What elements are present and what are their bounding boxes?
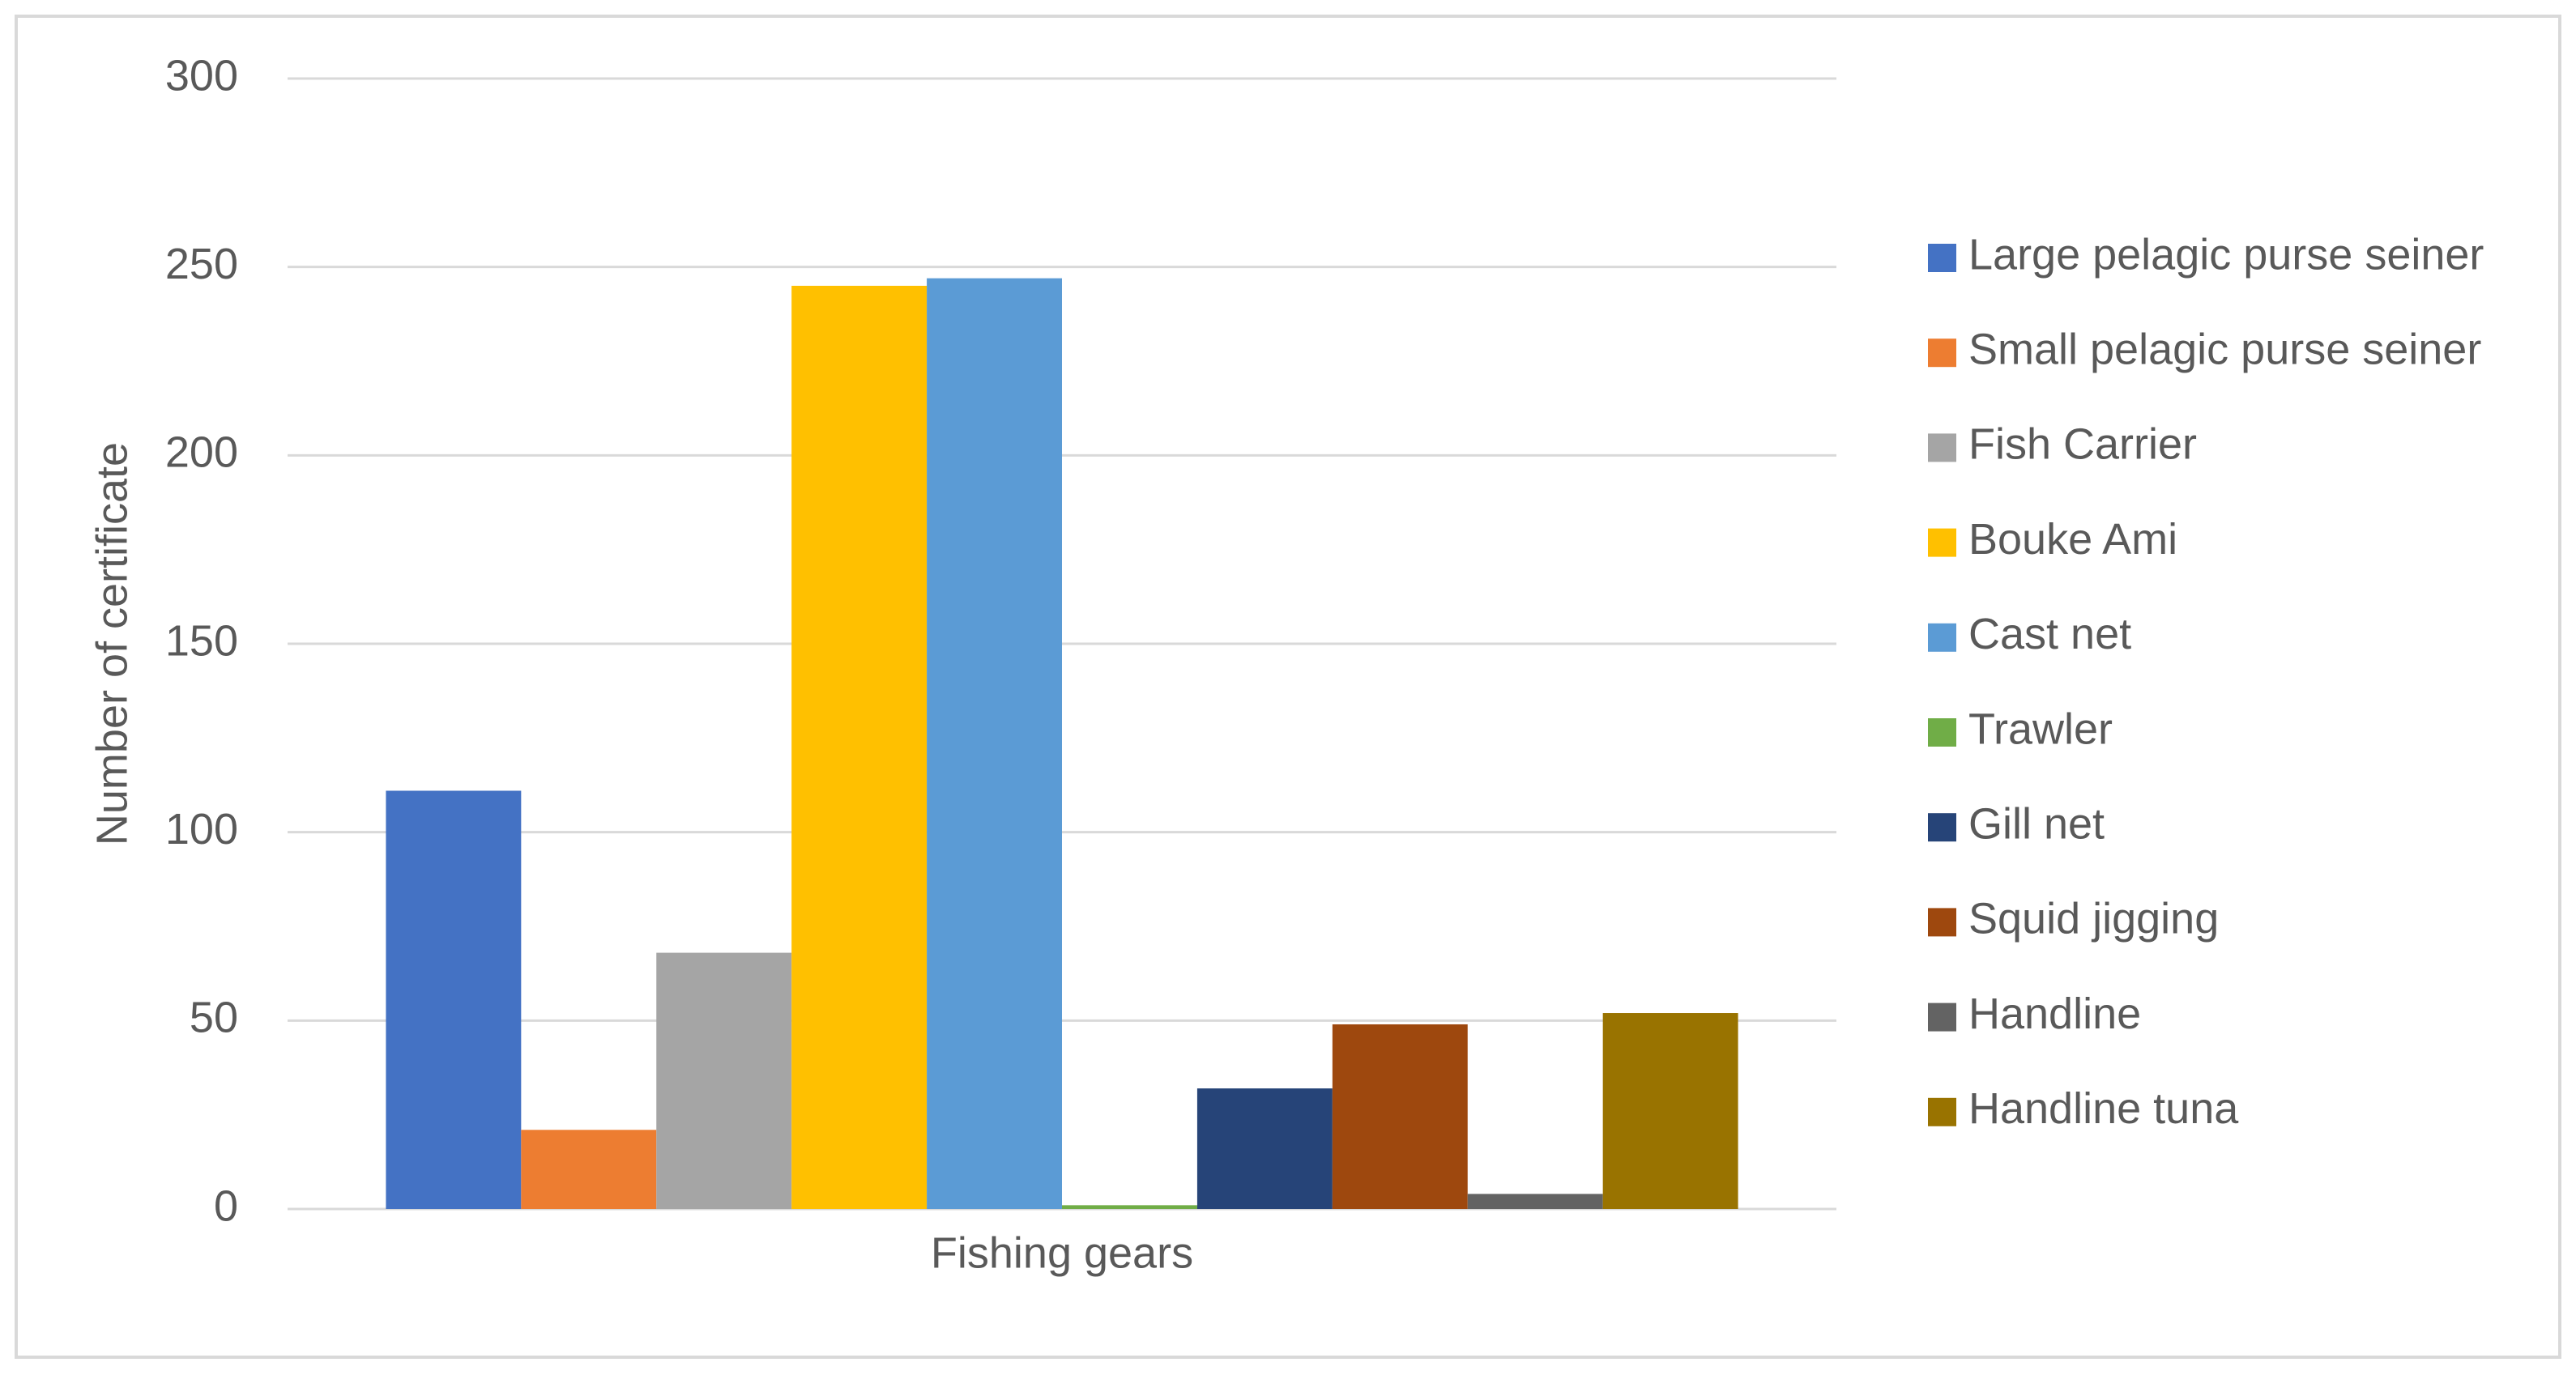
x-tick-label: Fishing gears: [931, 1228, 1193, 1277]
legend-swatch: [1928, 1097, 1956, 1126]
bar: [656, 952, 792, 1209]
legend-swatch: [1928, 813, 1956, 842]
legend-label: Fish Carrier: [1968, 420, 2197, 469]
bar: [521, 1130, 657, 1209]
legend-label: Small pelagic purse seiner: [1968, 325, 2481, 373]
bar: [927, 278, 1062, 1209]
y-tick-label: 300: [165, 51, 238, 100]
legend-label: Squid jigging: [1968, 895, 2219, 943]
legend-swatch: [1928, 244, 1956, 272]
legend-swatch: [1928, 1003, 1956, 1032]
legend-swatch: [1928, 718, 1956, 747]
legend-label: Handline tuna: [1968, 1084, 2239, 1133]
y-axis-label: Number of certificate: [87, 442, 136, 845]
y-tick-label: 200: [165, 428, 238, 477]
bar: [1602, 1013, 1738, 1209]
bar: [1467, 1194, 1603, 1209]
legend-label: Large pelagic purse seiner: [1968, 230, 2484, 279]
legend-label: Handline: [1968, 990, 2141, 1038]
legend-swatch: [1928, 433, 1956, 462]
legend-swatch: [1928, 623, 1956, 652]
y-tick-label: 100: [165, 805, 238, 854]
y-tick-label: 250: [165, 240, 238, 288]
legend-label: Cast net: [1968, 610, 2131, 658]
y-tick-label: 0: [214, 1181, 238, 1230]
legend-label: Trawler: [1968, 705, 2113, 753]
y-tick-label: 50: [190, 994, 238, 1042]
legend-swatch: [1928, 908, 1956, 937]
bar: [1196, 1088, 1333, 1209]
legend-label: Bouke Ami: [1968, 515, 2177, 564]
bar: [791, 285, 928, 1209]
bar: [386, 790, 522, 1209]
bar: [1332, 1024, 1468, 1209]
bar: [1062, 1205, 1197, 1209]
legend-swatch: [1928, 338, 1956, 368]
y-tick-label: 150: [165, 616, 238, 665]
legend-label: Gill net: [1968, 799, 2105, 848]
legend-swatch: [1928, 528, 1956, 557]
